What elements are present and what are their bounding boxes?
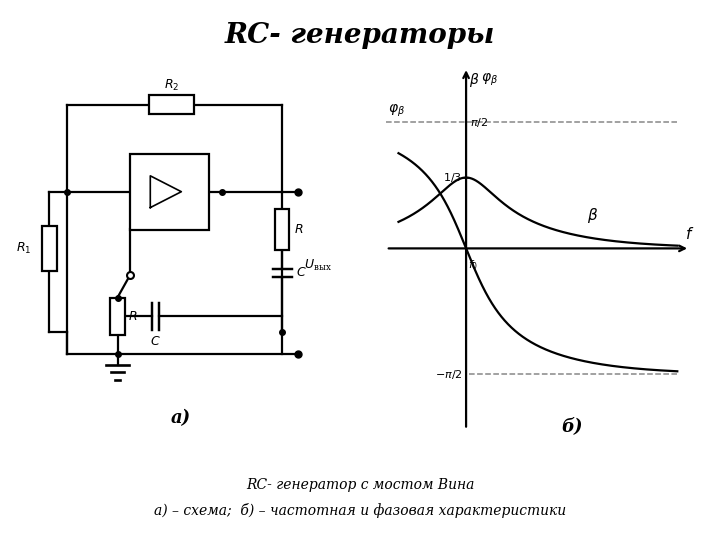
Bar — [149, 95, 194, 114]
Text: а): а) — [171, 409, 191, 428]
Text: $\pi/2$: $\pi/2$ — [470, 116, 488, 129]
Text: $C$: $C$ — [295, 266, 306, 280]
Text: $1/3$: $1/3$ — [443, 171, 462, 184]
Text: $f_0$: $f_0$ — [468, 258, 479, 272]
Text: $U_\mathregular{вых}$: $U_\mathregular{вых}$ — [305, 258, 333, 273]
Text: $\beta$: $\beta$ — [469, 71, 480, 89]
Text: $R$: $R$ — [294, 223, 304, 236]
Text: б): б) — [561, 416, 582, 435]
Text: $\varphi_\beta$: $\varphi_\beta$ — [481, 71, 498, 87]
Text: RC- генератор с мостом Вина: RC- генератор с мостом Вина — [246, 478, 474, 492]
Text: $\varphi_\beta$: $\varphi_\beta$ — [388, 103, 405, 119]
Text: RC- генераторы: RC- генераторы — [225, 22, 495, 49]
Text: $f$: $f$ — [685, 226, 695, 242]
Text: $\beta$: $\beta$ — [587, 206, 598, 225]
Bar — [130, 154, 210, 230]
Bar — [110, 298, 125, 335]
Text: $R_1$: $R_1$ — [16, 241, 31, 256]
Text: $-\pi/2$: $-\pi/2$ — [436, 368, 463, 381]
Bar — [275, 208, 289, 250]
Bar — [42, 226, 56, 271]
Text: $R_2$: $R_2$ — [163, 78, 179, 93]
Text: $C$: $C$ — [150, 335, 161, 348]
Text: а) – схема;  б) – частотная и фазовая характеристики: а) – схема; б) – частотная и фазовая хар… — [154, 503, 566, 518]
Text: $R$: $R$ — [128, 310, 138, 323]
